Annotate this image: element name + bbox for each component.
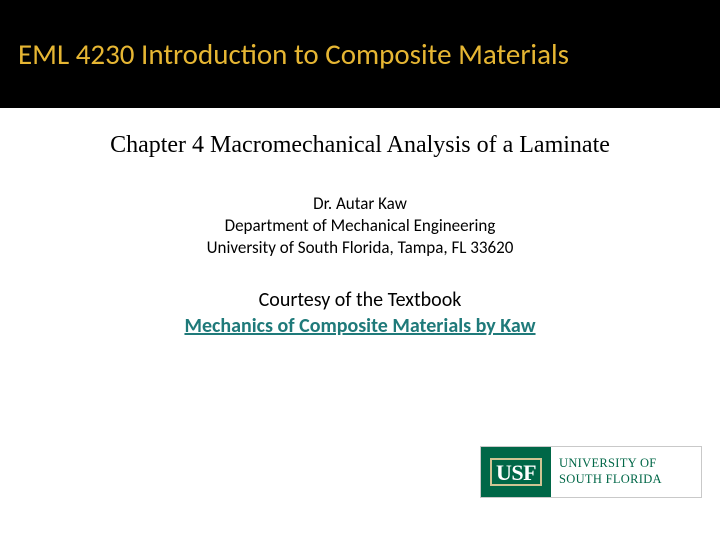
author-name: Dr. Autar Kaw (0, 193, 720, 215)
usf-badge-text: USF (490, 458, 542, 486)
title-header: EML 4230 Introduction to Composite Mater… (0, 0, 720, 108)
usf-logo: USF UNIVERSITY OF SOUTH FLORIDA (480, 446, 702, 498)
usf-logo-line2: SOUTH FLORIDA (559, 472, 701, 488)
slide-title: EML 4230 Introduction to Composite Mater… (18, 36, 569, 72)
author-block: Dr. Autar Kaw Department of Mechanical E… (0, 193, 720, 259)
usf-logo-text: UNIVERSITY OF SOUTH FLORIDA (551, 447, 701, 497)
courtesy-lead: Courtesy of the Textbook (0, 287, 720, 313)
courtesy-block: Courtesy of the Textbook Mechanics of Co… (0, 287, 720, 339)
chapter-heading: Chapter 4 Macromechanical Analysis of a … (0, 132, 720, 159)
usf-logo-line1: UNIVERSITY OF (559, 456, 701, 472)
author-dept: Department of Mechanical Engineering (0, 215, 720, 237)
textbook-link[interactable]: Mechanics of Composite Materials by Kaw (184, 314, 535, 338)
usf-logo-badge: USF (481, 447, 551, 497)
author-university: University of South Florida, Tampa, FL 3… (0, 237, 720, 259)
